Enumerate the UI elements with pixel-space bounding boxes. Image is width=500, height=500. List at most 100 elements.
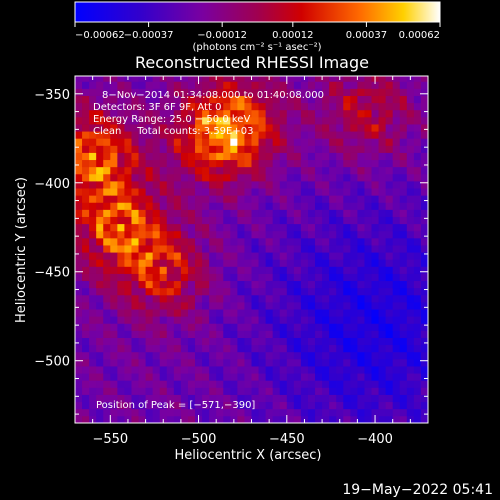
- heatmap-cell: [315, 188, 323, 196]
- heatmap-cell: [265, 223, 274, 232]
- heatmap-cell: [117, 415, 125, 423]
- heatmap-cell: [315, 223, 323, 232]
- heatmap-cell: [272, 159, 281, 168]
- heatmap-cell: [159, 294, 168, 303]
- heatmap-cell: [223, 173, 231, 182]
- heatmap-cell: [159, 195, 168, 203]
- heatmap-cell: [279, 266, 288, 274]
- heatmap-cell: [145, 380, 154, 388]
- heatmap-cell: [399, 323, 408, 331]
- heatmap-cell: [286, 408, 295, 417]
- heatmap-cell: [307, 301, 316, 310]
- heatmap-cell: [110, 316, 118, 324]
- heatmap-cell: [131, 138, 139, 146]
- heatmap-cell: [286, 358, 295, 367]
- heatmap-cell: [307, 358, 316, 367]
- heatmap-cell: [251, 380, 259, 388]
- heatmap-cell: [187, 116, 196, 125]
- heatmap-cell: [187, 323, 196, 331]
- heatmap-cell: [96, 88, 104, 96]
- heatmap-cell: [131, 145, 139, 153]
- heatmap-cell: [420, 294, 428, 303]
- heatmap-cell: [293, 116, 302, 125]
- heatmap-cell: [223, 109, 231, 118]
- heatmap-cell: [124, 294, 132, 303]
- heatmap-cell: [336, 95, 344, 104]
- heatmap-cell: [420, 366, 428, 374]
- heatmap-cell: [152, 216, 161, 225]
- heatmap-cell: [138, 351, 146, 360]
- heatmap-cell: [230, 266, 238, 274]
- heatmap-cell: [237, 301, 245, 310]
- heatmap-cell: [385, 195, 394, 203]
- heatmap-cell: [117, 180, 125, 189]
- heatmap-cell: [399, 259, 408, 267]
- heatmap-cell: [187, 173, 196, 182]
- heatmap-cell: [385, 245, 394, 253]
- heatmap-cell: [216, 280, 224, 289]
- heatmap-cell: [413, 266, 422, 274]
- heatmap-cell: [117, 159, 125, 168]
- heatmap-cell: [124, 287, 132, 296]
- heatmap-cell: [272, 358, 281, 367]
- heatmap-cell: [152, 131, 161, 139]
- heatmap-cell: [166, 109, 175, 118]
- heatmap-cell: [103, 195, 111, 203]
- heatmap-cell: [265, 166, 274, 175]
- heatmap-cell: [364, 287, 372, 296]
- heatmap-cell: [307, 237, 316, 246]
- heatmap-cell: [343, 173, 351, 182]
- heatmap-cell: [364, 223, 372, 232]
- heatmap-cell: [223, 216, 231, 225]
- heatmap-cell: [420, 216, 428, 225]
- heatmap-cell: [103, 202, 111, 210]
- heatmap-cell: [187, 95, 196, 104]
- heatmap-cell: [145, 301, 154, 310]
- heatmap-cell: [195, 266, 203, 274]
- heatmap-cell: [89, 230, 97, 239]
- heatmap-cell: [265, 131, 274, 139]
- heatmap-cell: [180, 102, 189, 111]
- heatmap-cell: [237, 88, 245, 96]
- heatmap-cell: [117, 287, 125, 296]
- heatmap-cell: [187, 415, 196, 423]
- heatmap-cell: [131, 259, 139, 267]
- heatmap-cell: [272, 373, 281, 381]
- heatmap-cell: [343, 344, 351, 353]
- heatmap-cell: [336, 159, 344, 168]
- heatmap-cell: [138, 109, 146, 118]
- heatmap-cell: [230, 88, 238, 96]
- heatmap-cell: [307, 408, 316, 417]
- heatmap-cell: [237, 237, 245, 246]
- heatmap-cell: [159, 252, 168, 260]
- heatmap-cell: [286, 245, 295, 253]
- heatmap-cell: [124, 330, 132, 338]
- heatmap-cell: [159, 95, 168, 104]
- heatmap-cell: [258, 316, 267, 324]
- heatmap-cell: [279, 202, 288, 210]
- heatmap-cell: [89, 237, 97, 246]
- heatmap-cell: [279, 287, 288, 296]
- heatmap-cell: [202, 330, 210, 338]
- heatmap-cell: [145, 124, 154, 132]
- heatmap-cell: [399, 330, 408, 338]
- heatmap-cell: [357, 245, 365, 253]
- heatmap-cell: [343, 195, 351, 203]
- heatmap-cell: [307, 259, 316, 267]
- heatmap-cell: [265, 373, 274, 381]
- heatmap-cell: [251, 344, 259, 353]
- heatmap-cell: [371, 387, 379, 395]
- heatmap-cell: [110, 116, 118, 125]
- heatmap-cell: [110, 88, 118, 96]
- heatmap-cell: [350, 337, 358, 346]
- heatmap-cell: [322, 180, 330, 189]
- heatmap-cell: [159, 116, 168, 125]
- heatmap-cell: [357, 81, 365, 89]
- heatmap-cell: [82, 252, 90, 260]
- heatmap-cell: [293, 216, 302, 225]
- heatmap-cell: [145, 358, 154, 367]
- heatmap-cell: [293, 76, 302, 82]
- heatmap-cell: [75, 366, 83, 374]
- heatmap-cell: [75, 180, 83, 189]
- heatmap-cell: [117, 401, 125, 410]
